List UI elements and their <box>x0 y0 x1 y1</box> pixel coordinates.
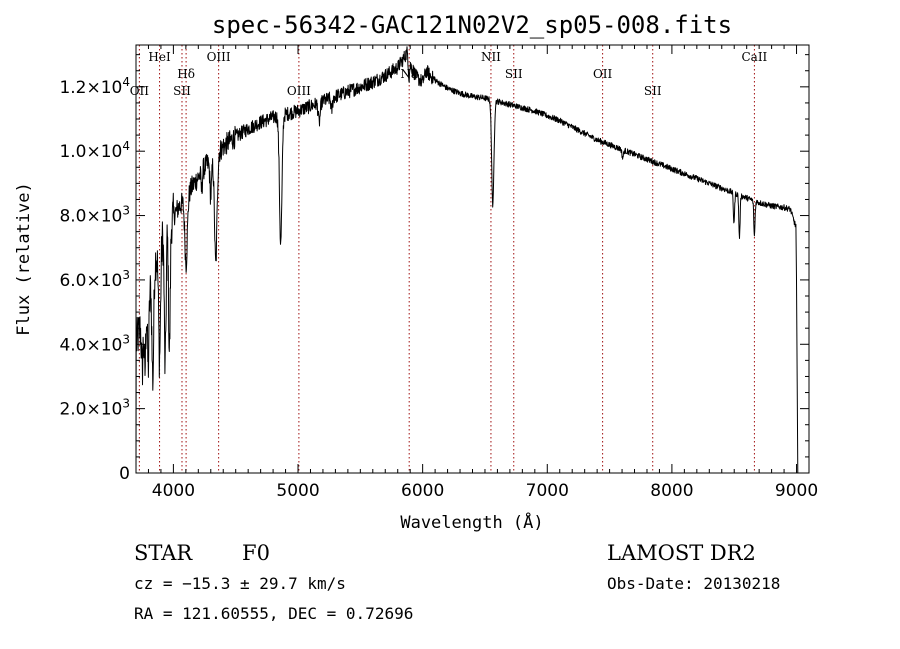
survey-name: LAMOST DR2 <box>607 541 756 565</box>
y-axis-label: Flux (relative) <box>14 182 34 336</box>
y-tick-label: 8.0×103 <box>59 204 130 227</box>
redshift-velocity: cz = −15.3 ± 29.7 km/s <box>134 574 346 593</box>
object-subclass: F0 <box>242 541 270 565</box>
x-tick-label: 5000 <box>276 481 319 501</box>
spectral-marker-label: CaII <box>741 50 767 64</box>
spectral-marker-label: OII <box>593 67 613 81</box>
chart-title: spec-56342-GAC121N02V2_sp05-008.fits <box>212 11 732 39</box>
spectral-marker-label: SII <box>505 67 523 81</box>
x-tick-label: 4000 <box>152 481 195 501</box>
y-tick-label: 6.0×103 <box>59 268 130 291</box>
y-tick-label: 1.2×104 <box>59 75 130 98</box>
spectral-marker-label: HeI <box>148 50 171 64</box>
spectral-marker-label: NII <box>481 50 501 64</box>
coordinates: RA = 121.60555, DEC = 0.72696 <box>134 604 413 623</box>
observation-date: Obs-Date: 20130218 <box>607 574 780 593</box>
spectral-marker-label: OII <box>130 84 150 98</box>
x-tick-label: 9000 <box>775 481 818 501</box>
y-tick-label: 2.0×103 <box>59 397 130 420</box>
object-class: STAR <box>134 541 193 565</box>
y-tick-label: 4.0×103 <box>59 332 130 355</box>
spectral-marker-label: SII <box>173 84 191 98</box>
x-tick-label: 7000 <box>526 481 569 501</box>
y-axis-ticks: 0 2.0×103 4.0×103 6.0×103 8.0×103 1.0×104 1.2×… <box>59 54 809 484</box>
plot-frame <box>135 44 810 474</box>
spectrum-line <box>135 46 799 474</box>
x-axis-ticks: 4000 5000 6000 7000 8000 9000 <box>147 45 818 501</box>
y-tick-label: 0 <box>119 464 130 484</box>
spectral-marker-label: SII <box>644 84 662 98</box>
spectral-marker-label: OIII <box>287 84 311 98</box>
spectral-marker-label: OIII <box>207 50 231 64</box>
x-tick-label: 6000 <box>401 481 444 501</box>
spectral-marker-label: Hδ <box>177 67 195 81</box>
x-tick-label: 8000 <box>650 481 693 501</box>
y-tick-label: 1.0×104 <box>59 139 130 162</box>
x-axis-label: Wavelength (Å) <box>400 511 543 533</box>
